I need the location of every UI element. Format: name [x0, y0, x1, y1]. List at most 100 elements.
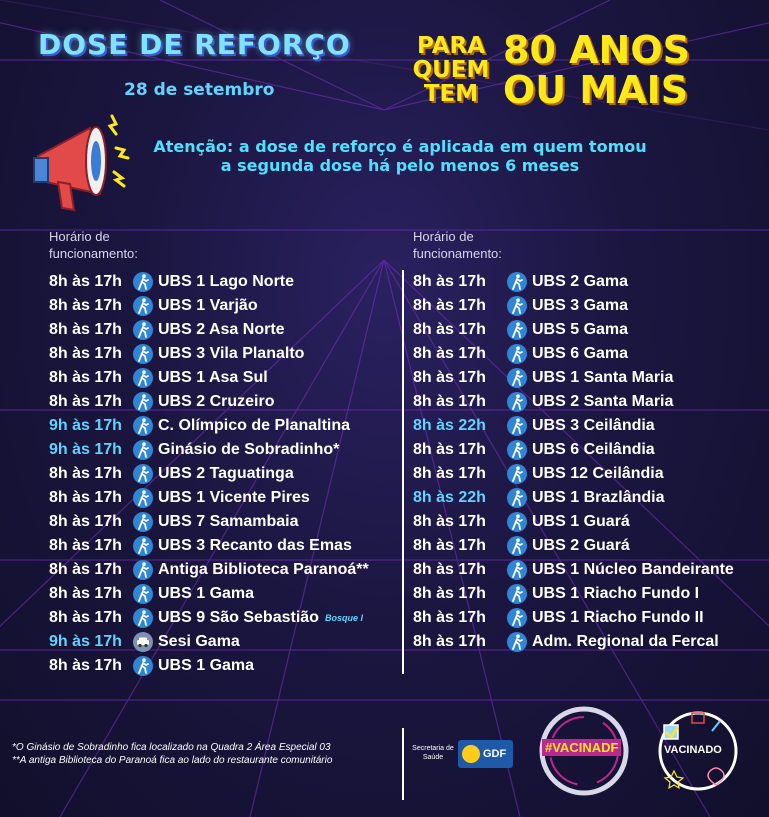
walk-icon [507, 464, 527, 484]
hours-text: 8h às 17h [413, 369, 486, 386]
heading-line-1: Horário de [413, 229, 474, 244]
location-name: UBS 1 Lago Norte [158, 273, 295, 290]
location-name: UBS 2 Gama [532, 273, 629, 290]
walk-icon [507, 608, 527, 628]
walk-icon [507, 368, 527, 388]
left-hours-heading: Horário de funcionamento: [49, 228, 138, 262]
column-divider [402, 270, 404, 674]
schedule-row: 8h às 17h UBS 1 Vicente Pires [49, 486, 369, 510]
walk-icon [133, 416, 153, 436]
gdf-logo: GDF [458, 740, 513, 768]
heading-line-1: Horário de [49, 229, 110, 244]
walk-icon [133, 344, 153, 364]
event-date: 28 de setembro [124, 80, 275, 100]
location-name: UBS 6 Ceilândia [532, 441, 655, 458]
attention-notice: Atenção: a dose de reforço é aplicada em… [130, 137, 670, 175]
vacinado-label: VACINADO [664, 744, 722, 756]
location-note: Bosque I [324, 613, 363, 623]
walk-icon [507, 296, 527, 316]
location-name: UBS 1 Varjão [158, 297, 258, 314]
hours-text: 9h às 17h [49, 633, 122, 650]
location-name: UBS 2 Santa Maria [532, 393, 674, 410]
walk-icon [507, 440, 527, 460]
walk-icon [133, 272, 153, 292]
location-name: UBS 1 Gama [158, 657, 255, 674]
schedule-row: 8h às 17h UBS 2 Taguatinga [49, 462, 369, 486]
hours-text: 8h às 17h [413, 297, 486, 314]
schedule-row: 8h às 17h UBS 2 Santa Maria [413, 390, 734, 414]
location-name: UBS 1 Asa Sul [158, 369, 268, 386]
age-line-1: 80 ANOS [503, 28, 690, 72]
page-title: DOSE DE REFORÇO [38, 28, 351, 61]
location-name: Ginásio de Sobradinho* [158, 441, 340, 458]
secretaria-logo: Secretaria de Saúde [412, 745, 454, 761]
para-line: PARA [416, 33, 486, 59]
hours-text: 8h às 17h [413, 609, 486, 626]
schedule-row: 8h às 17h UBS 3 Vila Planalto [49, 342, 369, 366]
right-hours-heading: Horário de funcionamento: [413, 228, 502, 262]
hours-text: 8h às 17h [49, 465, 122, 482]
walk-icon [133, 608, 153, 628]
schedule-row: 8h às 17h UBS 12 Ceilândia [413, 462, 734, 486]
location-name: UBS 3 Vila Planalto [158, 345, 305, 362]
walk-icon [507, 416, 527, 436]
schedule-row: 8h às 17h UBS 1 Asa Sul [49, 366, 369, 390]
schedule-row: 9h às 17h Sesi Gama [49, 630, 369, 654]
walk-icon [507, 632, 527, 652]
schedule-row: 8h às 17h UBS 9 São Sebastião Bosque I [49, 606, 369, 630]
age-headline: 80 ANOS OU MAIS [503, 30, 690, 110]
schedule-row: 8h às 17h UBS 7 Samambaia [49, 510, 369, 534]
hours-text: 8h às 17h [49, 513, 122, 530]
walk-icon [133, 368, 153, 388]
location-name: UBS 2 Asa Norte [158, 321, 285, 338]
hours-text: 8h às 22h [413, 489, 486, 506]
schedule-row: 8h às 22h UBS 3 Ceilândia [413, 414, 734, 438]
schedule-row: 8h às 17h UBS 1 Santa Maria [413, 366, 734, 390]
location-name: UBS 3 Ceilândia [532, 417, 655, 434]
schedule-row: 8h às 17h UBS 1 Riacho Fundo II [413, 606, 734, 630]
location-name: UBS 3 Gama [532, 297, 629, 314]
vacinado-badge-icon [658, 711, 738, 791]
heading-line-2: funcionamento: [413, 246, 502, 261]
hours-text: 8h às 17h [49, 489, 122, 506]
location-name: UBS 5 Gama [532, 321, 629, 338]
tem-line: TEM [423, 81, 479, 107]
location-name: UBS 1 Riacho Fundo II [532, 609, 704, 626]
location-name: UBS 7 Samambaia [158, 513, 299, 530]
hours-text: 8h às 17h [49, 585, 122, 602]
hours-text: 8h às 22h [413, 417, 486, 434]
hours-text: 8h às 17h [413, 633, 486, 650]
schedule-row: 8h às 17h Antiga Biblioteca Paranoá** [49, 558, 369, 582]
location-name: UBS 1 Santa Maria [532, 369, 674, 386]
schedule-row: 8h às 17h UBS 1 Gama [49, 654, 369, 678]
hours-text: 8h às 17h [413, 273, 486, 290]
hours-text: 8h às 17h [49, 537, 122, 554]
schedule-row: 9h às 17h Ginásio de Sobradinho* [49, 438, 369, 462]
walk-icon [133, 392, 153, 412]
schedule-row: 8h às 17h UBS 2 Cruzeiro [49, 390, 369, 414]
hours-text: 8h às 17h [413, 465, 486, 482]
walk-icon [507, 560, 527, 580]
walk-icon [507, 488, 527, 508]
location-name: UBS 1 Gama [158, 585, 255, 602]
quem-line: QUEM [412, 57, 490, 83]
schedule-row: 8h às 17h UBS 3 Recanto das Emas [49, 534, 369, 558]
hours-text: 8h às 17h [413, 513, 486, 530]
sun-icon [462, 745, 480, 763]
location-name: UBS 2 Cruzeiro [158, 393, 275, 410]
schedule-row: 9h às 17h C. Olímpico de Planaltina [49, 414, 369, 438]
walk-icon [133, 584, 153, 604]
walk-icon [507, 392, 527, 412]
schedule-row: 8h às 17h UBS 2 Asa Norte [49, 318, 369, 342]
location-name: UBS 1 Brazlândia [532, 489, 665, 506]
footnote-1: *O Ginásio de Sobradinho fica localizado… [12, 742, 331, 753]
schedule-row: 8h às 17h UBS 1 Guará [413, 510, 734, 534]
attention-line-1: Atenção: a dose de reforço é aplicada em… [153, 137, 647, 156]
hours-text: 8h às 17h [49, 393, 122, 410]
right-location-list: 8h às 17h UBS 2 Gama 8h às 17h UBS 3 Gama 8h… [413, 270, 734, 654]
schedule-row: 8h às 22h UBS 1 Brazlândia [413, 486, 734, 510]
hours-text: 8h às 17h [413, 321, 486, 338]
hours-text: 8h às 17h [49, 657, 122, 674]
walk-icon [507, 536, 527, 556]
footer-divider [402, 728, 404, 800]
